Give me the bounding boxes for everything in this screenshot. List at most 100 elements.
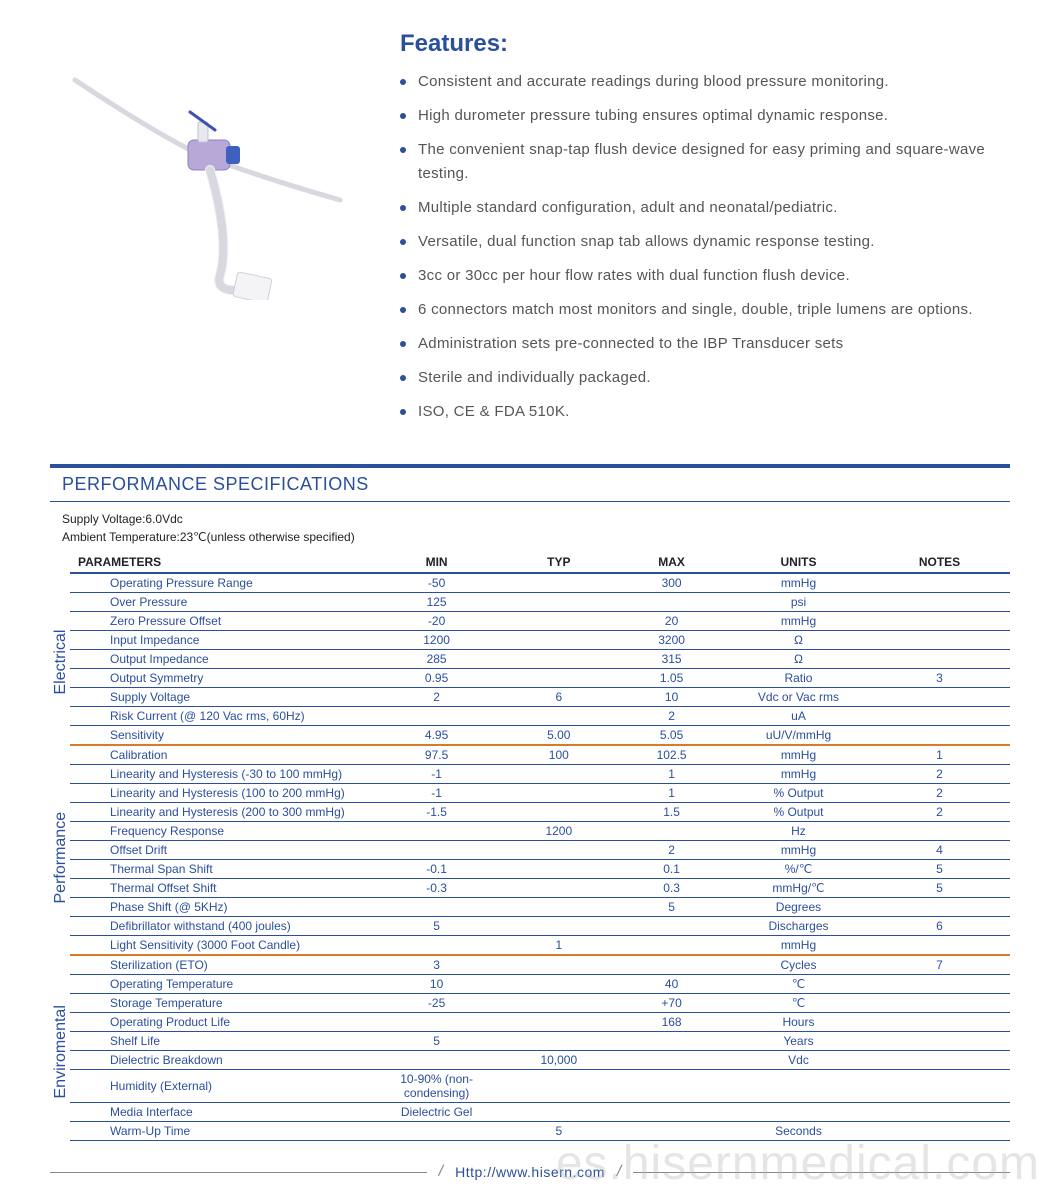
spec-value-cell [615,593,728,612]
spec-value-cell: 97.5 [371,745,503,765]
spec-row: Linearity and Hysteresis (100 to 200 mmH… [70,784,1010,803]
spec-value-cell [869,593,1010,612]
spec-value-cell: 1.05 [615,669,728,688]
spec-value-cell [869,1103,1010,1122]
spec-value-cell: mmHg [728,612,869,631]
product-image [50,30,370,310]
spec-value-cell [502,765,615,784]
spec-table-wrap: ElectricalPerformanceEnviromental PARAME… [50,552,1010,1141]
feature-item: High durometer pressure tubing ensures o… [400,104,1000,128]
spec-value-cell: 5 [869,879,1010,898]
spec-value-cell [869,1070,1010,1103]
spec-value-cell [615,1051,728,1070]
spec-value-cell: 5 [502,1122,615,1141]
spec-value-cell [869,1051,1010,1070]
spec-value-cell: Discharges [728,917,869,936]
spec-row: Output Symmetry0.951.05Ratio3 [70,669,1010,688]
spec-value-cell: 1.5 [615,803,728,822]
spec-value-cell: Seconds [728,1122,869,1141]
spec-value-cell: mmHg [728,936,869,956]
spec-value-cell: 2 [371,688,503,707]
spec-value-cell: uA [728,707,869,726]
spec-row: Operating Product Life168Hours [70,1013,1010,1032]
spec-value-cell: 0.95 [371,669,503,688]
spec-value-cell: -50 [371,573,503,593]
features-block: Features: Consistent and accurate readin… [400,30,1010,434]
spec-value-cell: 100 [502,745,615,765]
spec-param-cell: Linearity and Hysteresis (100 to 200 mmH… [70,784,371,803]
spec-param-cell: Operating Pressure Range [70,573,371,593]
spec-table: PARAMETERSMINTYPMAXUNITSNOTES Operating … [70,552,1010,1141]
spec-value-cell: 315 [615,650,728,669]
spec-value-cell: ℃ [728,975,869,994]
spec-value-cell: Years [728,1032,869,1051]
spec-column-header: PARAMETERS [70,552,371,573]
spec-row: Frequency Response1200Hz [70,822,1010,841]
spec-param-cell: Sterilization (ETO) [70,955,371,975]
spec-value-cell: 6 [869,917,1010,936]
spec-value-cell [502,803,615,822]
spec-row: Linearity and Hysteresis (-30 to 100 mmH… [70,765,1010,784]
spec-value-cell: -20 [371,612,503,631]
spec-value-cell: Vdc or Vac rms [728,688,869,707]
spec-row: Sterilization (ETO)3Cycles7 [70,955,1010,975]
spec-value-cell: 3200 [615,631,728,650]
spec-value-cell [869,1032,1010,1051]
spec-meta-line: Ambient Temperature:23℃(unless otherwise… [62,528,1010,546]
spec-param-cell: Light Sensitivity (3000 Foot Candle) [70,936,371,956]
spec-value-cell: mmHg [728,765,869,784]
spec-value-cell: -25 [371,994,503,1013]
spec-value-cell [869,688,1010,707]
spec-meta: Supply Voltage:6.0VdcAmbient Temperature… [50,502,1010,546]
feature-item: Multiple standard configuration, adult a… [400,196,1000,220]
spec-value-cell: mmHg [728,745,869,765]
spec-value-cell [869,975,1010,994]
spec-column-header: MIN [371,552,503,573]
spec-value-cell: psi [728,593,869,612]
spec-param-cell: Calibration [70,745,371,765]
spec-row: Warm-Up Time5Seconds [70,1122,1010,1141]
spec-param-cell: Storage Temperature [70,994,371,1013]
spec-row: Risk Current (@ 120 Vac rms, 60Hz)2uA [70,707,1010,726]
spec-value-cell: 20 [615,612,728,631]
spec-param-cell: Zero Pressure Offset [70,612,371,631]
spec-value-cell: 1 [615,784,728,803]
spec-row: Dielectric Breakdown10,000Vdc [70,1051,1010,1070]
spec-value-cell: 300 [615,573,728,593]
spec-row: Operating Temperature1040℃ [70,975,1010,994]
spec-value-cell: %/℃ [728,860,869,879]
spec-value-cell [869,898,1010,917]
spec-value-cell [869,707,1010,726]
spec-row: Humidity (External)10-90% (non-condensin… [70,1070,1010,1103]
spec-value-cell [869,1013,1010,1032]
spec-param-cell: Risk Current (@ 120 Vac rms, 60Hz) [70,707,371,726]
spec-value-cell [502,994,615,1013]
spec-row: Storage Temperature-25+70℃ [70,994,1010,1013]
spec-value-cell: 1 [869,745,1010,765]
spec-param-cell: Input Impedance [70,631,371,650]
footer-url: Http://www.hisern.com [455,1164,605,1180]
spec-heading: PERFORMANCE SPECIFICATIONS [50,472,1010,502]
spec-value-cell [502,879,615,898]
spec-header-row: PARAMETERSMINTYPMAXUNITSNOTES [70,552,1010,573]
spec-value-cell: Hours [728,1013,869,1032]
spec-row: Thermal Offset Shift-0.30.3mmHg/℃5 [70,879,1010,898]
spec-value-cell: Vdc [728,1051,869,1070]
spec-meta-line: Supply Voltage:6.0Vdc [62,510,1010,528]
spec-value-cell [615,822,728,841]
spec-row: Operating Pressure Range-50300mmHg [70,573,1010,593]
spec-value-cell: 6 [502,688,615,707]
spec-column-header: TYP [502,552,615,573]
spec-value-cell [502,631,615,650]
spec-value-cell: 7 [869,955,1010,975]
spec-row: Offset Drift2mmHg4 [70,841,1010,860]
spec-row: Over Pressure125psi [70,593,1010,612]
spec-row: Sensitivity4.955.005.05uU/V/mmHg [70,726,1010,746]
group-label: Electrical [50,574,70,750]
spec-value-cell: 5.00 [502,726,615,746]
spec-param-cell: Linearity and Hysteresis (-30 to 100 mmH… [70,765,371,784]
spec-value-cell [502,1013,615,1032]
spec-param-cell: Linearity and Hysteresis (200 to 300 mmH… [70,803,371,822]
spec-row: Input Impedance12003200Ω [70,631,1010,650]
spec-value-cell [502,955,615,975]
